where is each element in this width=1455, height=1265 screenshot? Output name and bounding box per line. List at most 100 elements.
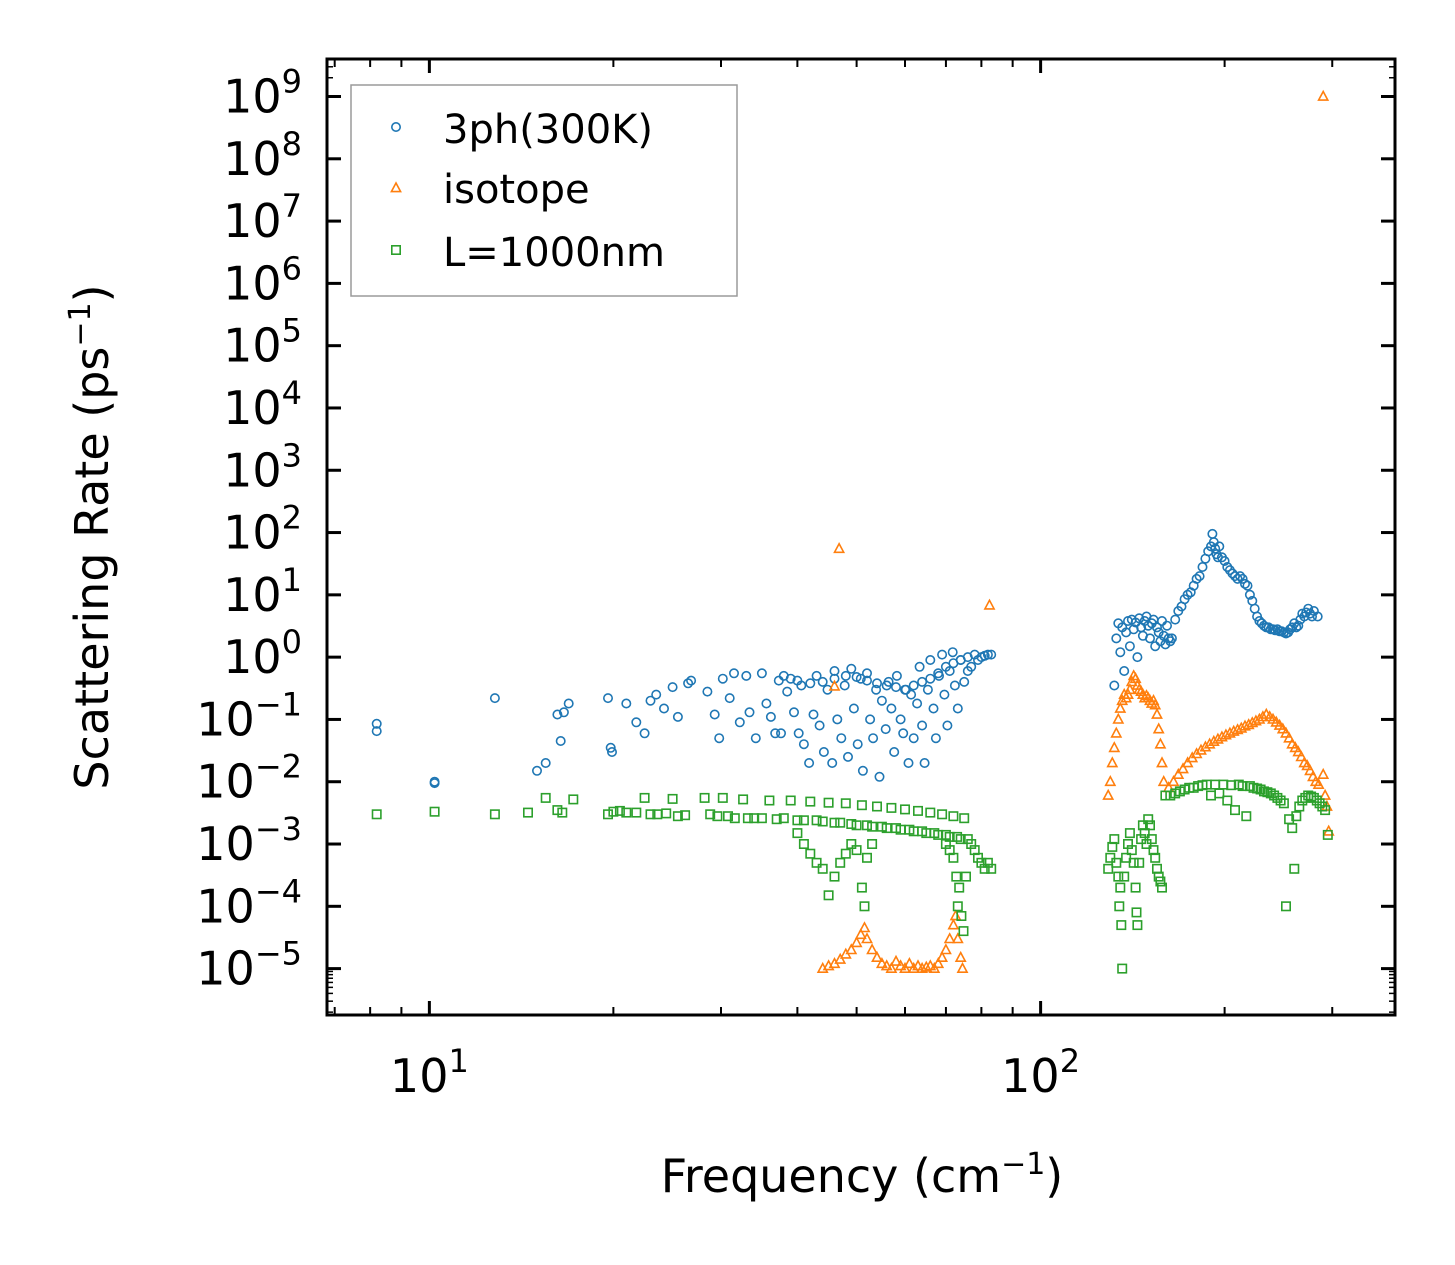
square-point	[840, 848, 851, 859]
y-tick-label: 10−1	[196, 685, 302, 746]
triangle-point	[939, 943, 952, 955]
square-point	[1126, 845, 1137, 856]
circle-point	[919, 757, 930, 768]
square-point	[717, 792, 728, 803]
triangle-point	[920, 960, 933, 972]
square-point	[1131, 907, 1142, 918]
square-point	[952, 901, 963, 912]
triangle-point	[1283, 731, 1296, 743]
circle-point	[775, 728, 786, 739]
square-point	[712, 811, 723, 822]
circle-point	[914, 661, 925, 672]
square-point	[1289, 863, 1300, 874]
circle-point	[1242, 580, 1253, 591]
triangle-point	[861, 932, 873, 944]
circle-point	[750, 733, 761, 744]
square-point	[859, 901, 870, 912]
circle-point	[1244, 589, 1255, 600]
square-point	[1146, 834, 1157, 845]
triangle-point	[1280, 726, 1292, 738]
circle-point	[1145, 633, 1156, 644]
square-point	[1139, 828, 1150, 839]
circle-point	[836, 733, 847, 744]
circle-point	[1293, 620, 1304, 631]
square-point	[955, 834, 966, 845]
square-point	[667, 793, 678, 804]
triangle-point	[850, 936, 863, 948]
circle-point	[651, 689, 662, 700]
triangle-point	[1239, 719, 1251, 731]
square-point	[1275, 795, 1286, 806]
circle-point	[808, 709, 819, 720]
circle-point	[891, 670, 902, 681]
square-point	[805, 848, 816, 859]
triangle-point	[833, 542, 846, 554]
circle-point	[552, 709, 563, 720]
circle-point	[672, 711, 683, 722]
circle-point	[734, 717, 745, 728]
circle-point	[531, 765, 542, 776]
circle-point	[631, 717, 642, 728]
square-point	[846, 838, 857, 849]
y-tick-label: 10−5	[196, 935, 302, 996]
circle-point	[874, 771, 885, 782]
triangle-point	[903, 957, 916, 969]
circle-point	[728, 668, 739, 679]
triangle-point	[1227, 724, 1240, 736]
square-point	[886, 802, 897, 813]
circle-point	[890, 682, 901, 693]
triangle-point	[845, 943, 858, 955]
circle-point	[912, 698, 923, 709]
square-point	[672, 811, 683, 822]
square-point	[1320, 805, 1331, 816]
circle-point	[686, 675, 697, 686]
circle-point	[741, 670, 752, 681]
circle-point	[1111, 633, 1122, 644]
square-point	[1287, 823, 1298, 834]
circle-point	[1152, 622, 1163, 633]
triangle-point	[907, 961, 920, 974]
square-point	[899, 804, 910, 815]
circle-point	[832, 714, 843, 725]
square-point	[867, 838, 878, 849]
circle-point	[761, 698, 772, 709]
triangle-point	[871, 950, 883, 963]
square-point	[1130, 882, 1141, 893]
circle-point	[925, 654, 936, 665]
legend-markers	[390, 122, 402, 256]
square-point	[680, 810, 691, 821]
square-point	[954, 882, 965, 893]
triangle-point	[1116, 694, 1129, 706]
circle-point	[1162, 620, 1173, 631]
square-point	[738, 794, 749, 805]
circle-point	[563, 698, 574, 709]
square-point	[811, 857, 822, 868]
square-point	[1143, 814, 1154, 825]
square-point	[792, 828, 803, 839]
triangle-point	[951, 932, 964, 944]
square-point	[823, 890, 834, 901]
triangle-point	[1211, 732, 1224, 744]
circle-point	[1194, 571, 1205, 582]
square-point	[856, 882, 867, 893]
square-point	[798, 815, 809, 826]
square-point	[705, 809, 716, 820]
square-point	[1132, 920, 1143, 931]
circle-point	[602, 693, 613, 704]
square-point	[1222, 795, 1233, 806]
square-point	[371, 809, 382, 820]
square-point	[661, 808, 672, 819]
y-tick-label: 103	[223, 436, 302, 497]
square-point	[568, 794, 579, 805]
legend-circle-icon	[390, 122, 401, 133]
circle-point	[717, 673, 728, 684]
y-tick-label: 109	[223, 63, 302, 124]
square-point	[1278, 798, 1289, 809]
circle-point	[814, 720, 825, 731]
circle-point	[621, 698, 632, 709]
square-point	[851, 845, 862, 856]
circle-point	[1222, 561, 1233, 572]
circle-point	[930, 733, 941, 744]
circle-point	[489, 693, 500, 704]
circle-point	[840, 670, 851, 681]
